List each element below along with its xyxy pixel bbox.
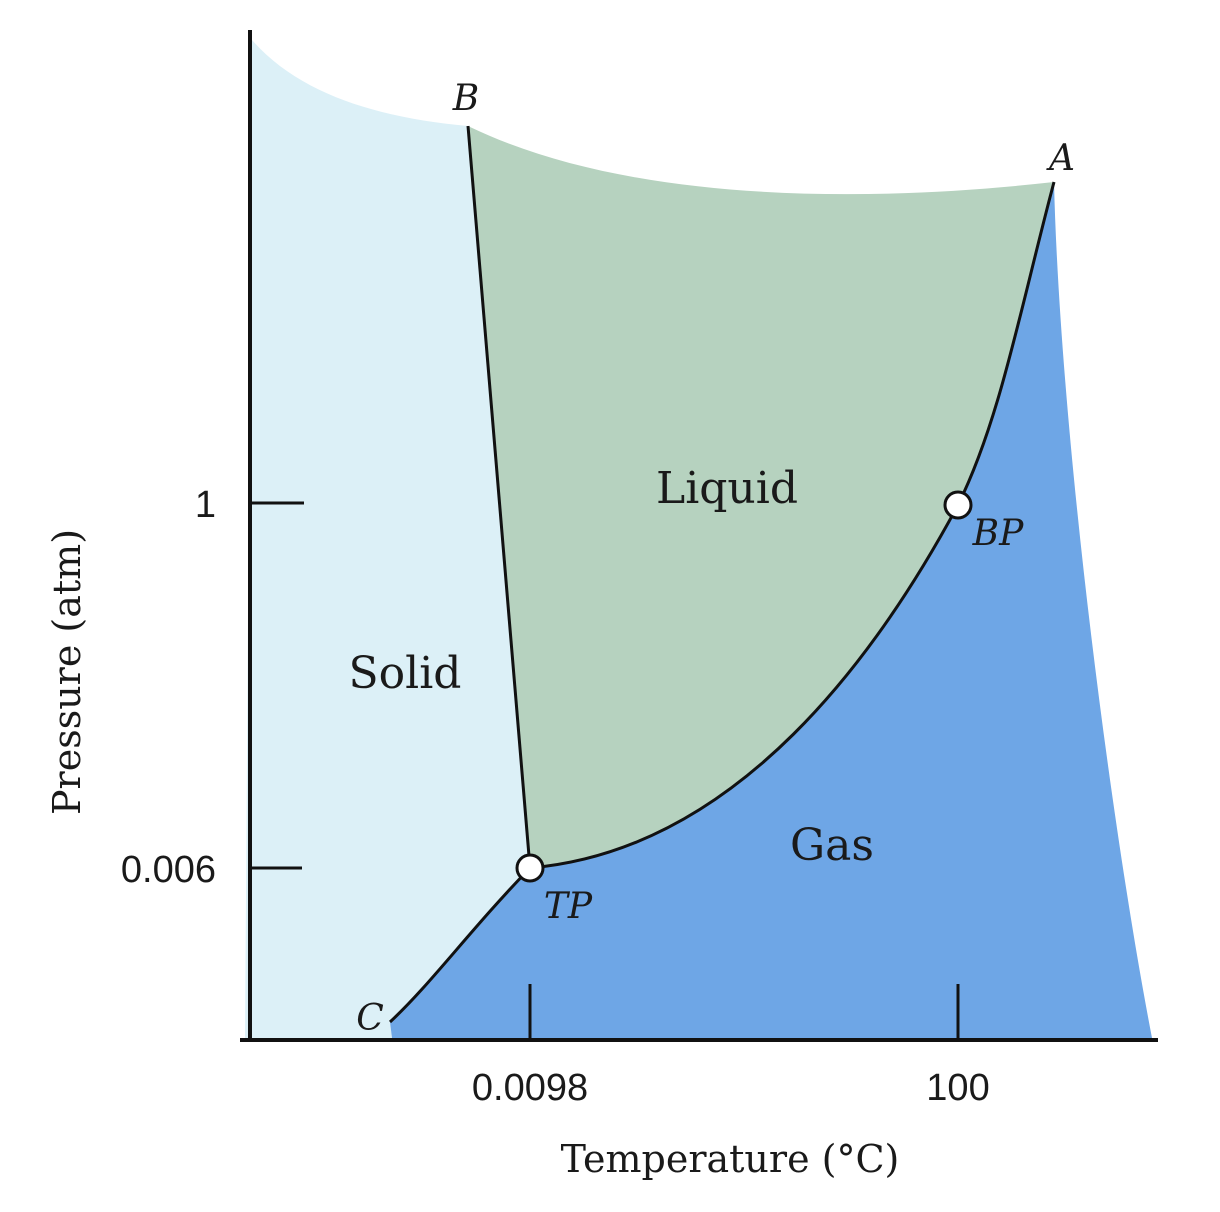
boiling-point-label: BP (972, 513, 1024, 554)
liquid-region (468, 126, 1054, 868)
y-tick-label-0006: 0.006 (121, 849, 216, 891)
curve-b-line (466, 125, 532, 869)
liquid-label: Liquid (656, 463, 798, 514)
curve-c-line (388, 866, 532, 1024)
gas-label: Gas (790, 820, 874, 871)
curve-b-label: B (452, 78, 479, 119)
gas-region (390, 182, 1152, 1038)
boiling-point-marker (943, 490, 973, 520)
y-tick-label-1: 1 (195, 484, 216, 526)
y-axis-title: Pressure (atm) (45, 529, 89, 815)
x-tick-label-00098: 0.0098 (472, 1067, 588, 1109)
curve-a-label: A (1046, 138, 1075, 179)
x-axis-title: Temperature (°C) (561, 1137, 900, 1181)
solid-label: Solid (349, 648, 462, 699)
triple-point-label: TP (544, 886, 593, 927)
solid-region (245, 40, 530, 1038)
triple-point-marker (515, 853, 545, 883)
curve-c-label: C (356, 998, 384, 1039)
x-tick-label-100: 100 (926, 1067, 989, 1109)
curve-a-line (529, 181, 1056, 870)
